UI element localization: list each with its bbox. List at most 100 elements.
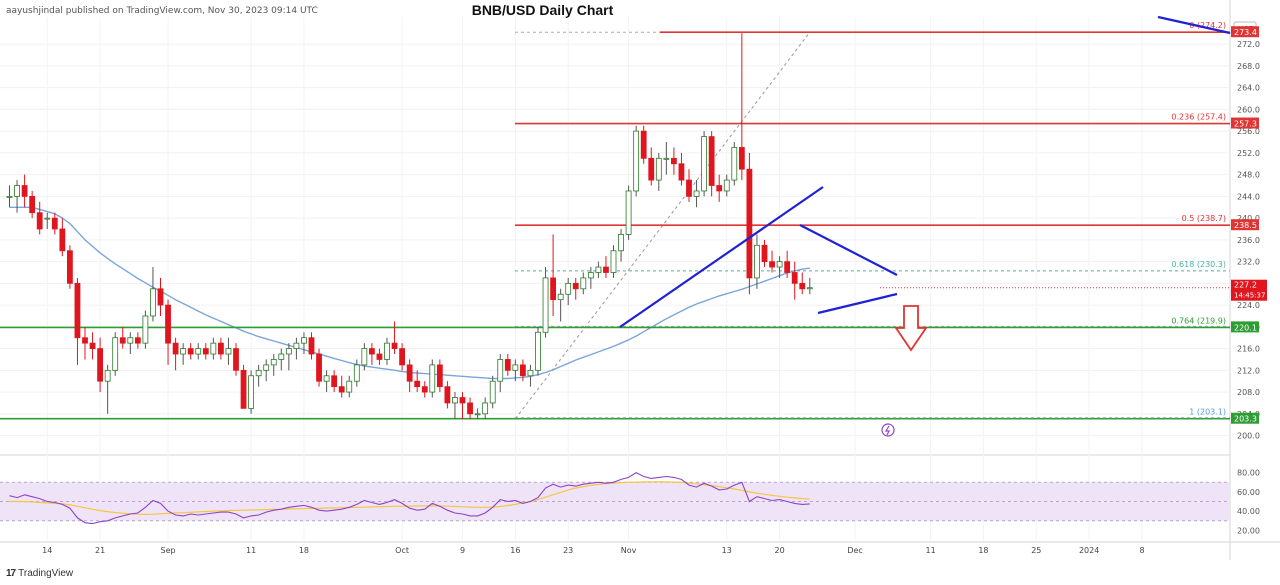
candle [693, 180, 700, 208]
tradingview-logo-icon: 17 [6, 568, 16, 579]
candle [738, 33, 745, 181]
rsi-tick-label: 80.00 [1237, 469, 1260, 478]
candle-body [399, 348, 406, 366]
candle [338, 375, 345, 398]
candle [180, 343, 187, 365]
candle-body [414, 380, 421, 388]
candle-body [535, 331, 541, 371]
candle-body [59, 228, 66, 252]
candle [746, 152, 753, 295]
candle [520, 359, 526, 382]
candle [701, 131, 707, 197]
publisher-line: aayushjindal published on TradingView.co… [6, 6, 318, 16]
candle-body [784, 261, 791, 273]
candle [414, 370, 421, 393]
candle-body [301, 337, 307, 344]
candle-body [255, 369, 262, 377]
candle-body [21, 185, 28, 197]
candle-body [421, 386, 428, 393]
candle-body [51, 217, 58, 230]
price-tick-label: 236.0 [1237, 236, 1260, 245]
candle-body [512, 364, 519, 371]
candle-body [119, 337, 126, 344]
candle [142, 310, 149, 349]
time-tick-label: 14 [42, 546, 52, 555]
candle [421, 381, 428, 398]
candle [368, 343, 375, 365]
candle [278, 348, 285, 371]
candle [595, 261, 602, 278]
candle-body [217, 342, 224, 355]
candle-body [806, 287, 813, 290]
candle-body [376, 353, 383, 360]
candle [89, 332, 96, 360]
candle-body [474, 413, 481, 416]
candle [82, 326, 88, 360]
candle-body [701, 136, 707, 192]
time-tick-label: 20 [775, 546, 785, 555]
candle-body [550, 277, 556, 301]
candle-body [459, 397, 466, 404]
price-tick-label: 216.0 [1237, 345, 1260, 354]
candle [550, 234, 556, 316]
candle-body [202, 348, 209, 355]
candle-body [693, 190, 700, 197]
candle-body [655, 157, 662, 181]
candle-body [6, 195, 13, 198]
candle [67, 245, 73, 289]
last-price-countdown: 14:45:37 [1234, 292, 1265, 300]
candle-body [308, 337, 315, 355]
candle-body [278, 353, 285, 360]
candle-body [29, 195, 36, 214]
candle-body [610, 250, 617, 273]
candle [399, 343, 406, 371]
price-tick-label: 264.0 [1237, 84, 1260, 93]
fib-level-label: 0.236 (257.4) [1171, 113, 1226, 122]
lightning-icon [881, 423, 895, 437]
candle [633, 125, 640, 197]
candle-body [648, 157, 655, 181]
candle [565, 277, 572, 306]
time-tick-label: 16 [510, 546, 520, 555]
time-tick-label: 11 [926, 546, 936, 555]
candle [187, 343, 194, 360]
candle-body [527, 369, 534, 377]
candle [557, 288, 564, 322]
candle [603, 256, 609, 278]
candle [323, 370, 330, 393]
candle [406, 359, 413, 393]
candle [799, 272, 806, 295]
candle-body [587, 272, 594, 279]
time-tick-label: 23 [563, 546, 573, 555]
down-arrow-icon [894, 305, 928, 352]
tradingview-footer[interactable]: 17 TradingView [6, 568, 73, 579]
candle [210, 337, 217, 360]
candle-body [557, 293, 564, 301]
axis-price-tag [1231, 26, 1259, 38]
price-tick-label: 208.0 [1237, 388, 1260, 397]
fib-level-label: 0.5 (238.7) [1182, 214, 1226, 223]
candle [217, 337, 224, 360]
candle-body [391, 342, 398, 349]
fib-level-label: 0.764 (219.9) [1171, 316, 1226, 325]
candle [512, 359, 519, 382]
moving-average-line [9, 206, 810, 380]
candle-body [248, 375, 255, 409]
axis-price-tag [1231, 412, 1259, 424]
candle-body [384, 342, 390, 360]
candle-body [678, 163, 685, 181]
price-tick-label: 232.0 [1237, 258, 1260, 267]
candle-body [14, 185, 20, 197]
price-tick-label: 272.0 [1237, 40, 1260, 49]
candle-body [663, 157, 670, 160]
candle [361, 343, 368, 371]
rising-trendline [619, 186, 824, 328]
candle [655, 152, 662, 191]
upper-trendline [1157, 15, 1231, 35]
candle-body [165, 304, 171, 344]
time-tick-label: Oct [395, 546, 409, 555]
candle-body [150, 288, 156, 317]
tradingview-logo-text: TradingView [18, 568, 74, 579]
candle [6, 185, 13, 208]
